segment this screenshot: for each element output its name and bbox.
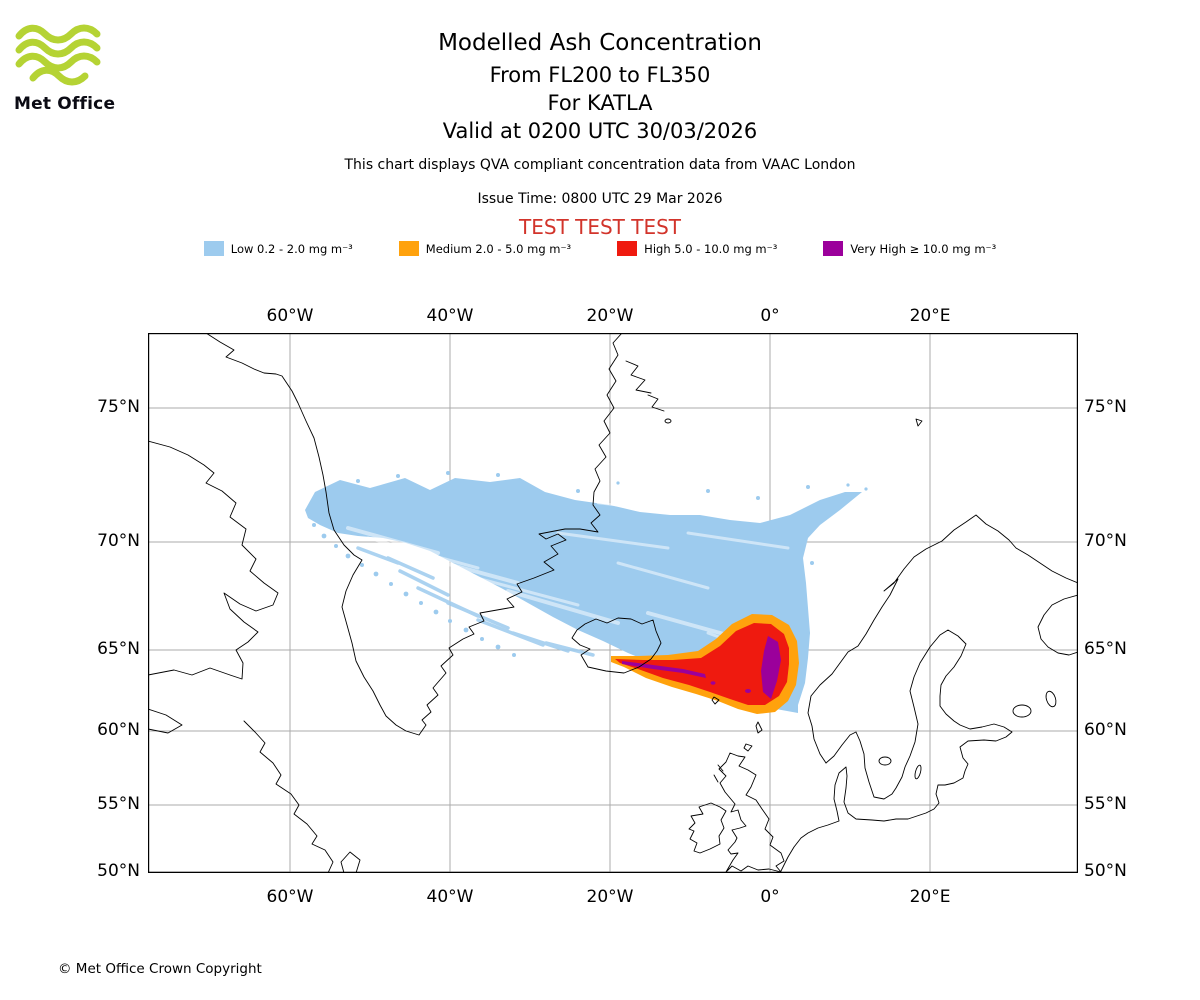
coast-greenland: [205, 332, 623, 736]
lat-tick-left-70n: 70°N: [97, 531, 140, 551]
coast-iceland: [571, 617, 662, 674]
lon-tick-bottom-40w: 40°W: [426, 887, 474, 907]
lon-tick-bottom-20e: 20°E: [909, 887, 951, 907]
lat-tick-right-70n: 70°N: [1084, 531, 1127, 551]
lon-tick-top-20w: 20°W: [586, 306, 634, 326]
met-office-logo: Met Office: [14, 22, 124, 114]
page-title: Modelled Ash Concentration: [438, 30, 762, 56]
coast-faroe: [711, 696, 720, 705]
coast-ne-greenland-fragments: [625, 360, 652, 394]
lake-vanern: [878, 756, 892, 766]
coast-great-britain: [718, 752, 785, 873]
met-office-waves-icon: [15, 24, 101, 86]
legend: Low 0.2 - 2.0 mg m⁻³ Medium 2.0 - 5.0 mg…: [0, 241, 1200, 256]
coast-norway: [807, 514, 1079, 764]
coast-shetland: [755, 721, 763, 734]
issue-time: Issue Time: 0800 UTC 29 Mar 2026: [477, 191, 723, 207]
lon-tick-top-60w: 60°W: [266, 306, 314, 326]
legend-item-veryhigh: Very High ≥ 10.0 mg m⁻³: [823, 241, 996, 256]
lon-tick-bottom-60w: 60°W: [266, 887, 314, 907]
coast-hudson-strait: [147, 708, 183, 734]
test-banner: TEST TEST TEST: [518, 215, 681, 239]
coast-labrador: [243, 720, 334, 874]
lat-tick-left-60n: 60°N: [97, 720, 140, 740]
legend-swatch-low-icon: [203, 241, 224, 256]
coast-white-sea: [1037, 594, 1079, 656]
subtitle-valid-time: Valid at 0200 UTC 30/03/2026: [442, 118, 758, 143]
coast-ireland: [688, 802, 727, 854]
coast-hebrides: [713, 764, 724, 783]
lon-tick-bottom-0: 0°: [760, 887, 780, 907]
lat-tick-right-55n: 55°N: [1084, 794, 1127, 814]
legend-swatch-high-icon: [617, 241, 638, 256]
lat-tick-right-65n: 65°N: [1084, 639, 1127, 659]
met-office-logo-text: Met Office: [14, 94, 116, 114]
lat-tick-right-50n: 50°N: [1084, 861, 1127, 881]
map-canvas: [147, 332, 1079, 874]
compliance-note: This chart displays QVA compliant concen…: [344, 157, 856, 173]
map-frame: [148, 333, 1078, 873]
legend-label-high: High 5.0 - 10.0 mg m⁻³: [644, 241, 778, 256]
lat-tick-left-55n: 55°N: [97, 794, 140, 814]
legend-item-low: Low 0.2 - 2.0 mg m⁻³: [203, 241, 353, 256]
ash-low-white-banding: [346, 501, 790, 653]
coast-newfoundland-tip: [340, 851, 361, 874]
lake-ladoga: [1012, 704, 1032, 718]
coastlines: [147, 332, 1079, 874]
lake-onega: [1045, 690, 1057, 708]
ash-high-polygon: [615, 623, 789, 705]
legend-item-medium: Medium 2.0 - 5.0 mg m⁻³: [398, 241, 572, 256]
subtitle-flight-levels: From FL200 to FL350: [489, 63, 711, 88]
lat-tick-right-75n: 75°N: [1084, 397, 1127, 417]
legend-label-low: Low 0.2 - 2.0 mg m⁻³: [230, 241, 353, 256]
lat-tick-right-60n: 60°N: [1084, 720, 1127, 740]
legend-item-high: High 5.0 - 10.0 mg m⁻³: [617, 241, 777, 256]
ash-veryhigh-speck-1: [745, 689, 751, 693]
legend-label-medium: Medium 2.0 - 5.0 mg m⁻³: [425, 241, 572, 256]
coast-orkney: [743, 743, 753, 752]
ash-veryhigh-filament: [622, 661, 706, 678]
lat-tick-left-65n: 65°N: [97, 639, 140, 659]
legend-swatch-medium-icon: [398, 241, 419, 256]
coast-baltic: [779, 629, 1013, 874]
lat-tick-left-75n: 75°N: [97, 397, 140, 417]
copyright-text: © Met Office Crown Copyright: [58, 961, 262, 977]
coast-islet-ne: [664, 418, 672, 424]
lat-tick-left-50n: 50°N: [97, 861, 140, 881]
legend-swatch-veryhigh-icon: [823, 241, 844, 256]
ash-layer-high: [615, 623, 789, 705]
coast-baffin: [147, 440, 279, 680]
legend-label-veryhigh: Very High ≥ 10.0 mg m⁻³: [850, 241, 997, 256]
lon-tick-bottom-20w: 20°W: [586, 887, 634, 907]
ash-low-flecks: [312, 471, 868, 675]
map-panel: [147, 332, 1079, 874]
lon-tick-top-0: 0°: [760, 306, 780, 326]
ash-veryhigh-streak: [761, 636, 781, 699]
ash-low-trailing-streaks: [356, 546, 607, 657]
lon-tick-top-20e: 20°E: [909, 306, 951, 326]
ash-layer-veryhigh: [622, 636, 781, 699]
island-bear: [915, 418, 923, 427]
island-gotland: [914, 764, 922, 780]
lon-tick-top-40w: 40°W: [426, 306, 474, 326]
title-block: Modelled Ash Concentration From FL200 to…: [0, 30, 1200, 146]
coast-ne-greenland-fragments-2: [647, 394, 665, 412]
ash-veryhigh-speck-2: [710, 681, 716, 685]
subtitle-volcano: For KATLA: [547, 90, 653, 115]
